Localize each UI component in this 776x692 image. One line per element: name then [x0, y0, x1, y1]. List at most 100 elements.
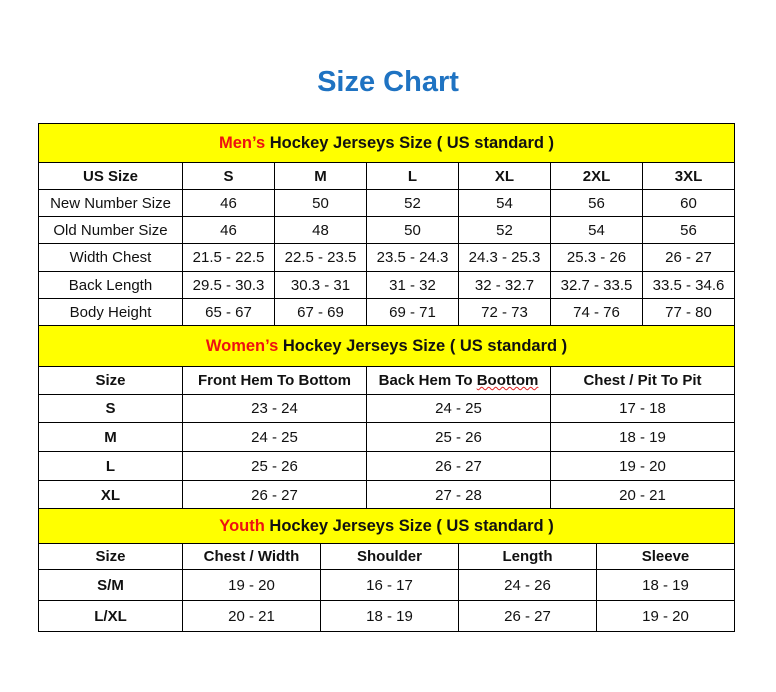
column-header: Length — [458, 543, 597, 570]
youth-size-table: Youth Hockey Jerseys Size ( US standard … — [37, 508, 736, 632]
womens-header-row: Size Front Hem To Bottom Back Hem To Boott… — [38, 366, 736, 395]
table-cell: 21.5 - 22.5 — [182, 243, 275, 272]
table-cell: 19 - 20 — [549, 451, 736, 481]
table-cell: 31 - 32 — [366, 271, 459, 299]
table-row: Old Number Size 46 48 50 52 54 56 — [38, 216, 736, 244]
table-cell: 25 - 26 — [182, 451, 367, 481]
table-cell: 46 — [182, 189, 275, 217]
table-cell: 24 - 25 — [182, 422, 367, 452]
table-row: S/M 19 - 20 16 - 17 24 - 26 18 - 19 — [38, 569, 736, 601]
section-highlight: Youth — [219, 516, 265, 535]
section-title-text: Hockey Jerseys Size ( US standard ) — [264, 516, 554, 535]
table-cell: 23.5 - 24.3 — [366, 243, 459, 272]
table-cell: 25 - 26 — [366, 422, 551, 452]
table-cell: 56 — [550, 189, 643, 217]
table-row: Back Length 29.5 - 30.3 30.3 - 31 31 - 32 32… — [38, 271, 736, 299]
table-cell: 50 — [274, 189, 367, 217]
table-row: L/XL 20 - 21 18 - 19 26 - 27 19 - 20 — [38, 600, 736, 632]
table-cell: 29.5 - 30.3 — [182, 271, 275, 299]
table-cell: 46 — [182, 216, 275, 244]
table-cell: 32 - 32.7 — [458, 271, 551, 299]
womens-section-title: Women’s Hockey Jerseys Size ( US standar… — [37, 325, 736, 367]
table-cell: 74 - 76 — [550, 298, 643, 327]
table-row: XL 26 - 27 27 - 28 20 - 21 — [38, 480, 736, 510]
mens-size-table: Men’s Hockey Jerseys Size ( US standard … — [37, 123, 736, 327]
row-label: L/XL — [38, 600, 183, 632]
table-cell: 33.5 - 34.6 — [641, 271, 736, 299]
table-cell: 54 — [550, 216, 643, 244]
youth-title-row: Youth Hockey Jerseys Size ( US standard … — [37, 508, 736, 544]
table-cell: 77 - 80 — [641, 298, 736, 327]
table-row: Width Chest 21.5 - 22.5 22.5 - 23.5 23.5 - … — [38, 243, 736, 272]
row-label: Old Number Size — [38, 216, 183, 244]
womens-title-row: Women’s Hockey Jerseys Size ( US standar… — [37, 325, 736, 367]
row-label: New Number Size — [38, 189, 183, 217]
youth-header-row: Size Chest / Width Shoulder Length Sleeve — [38, 543, 736, 570]
table-cell: 25.3 - 26 — [550, 243, 643, 272]
table-row: S 23 - 24 24 - 25 17 - 18 — [38, 394, 736, 423]
table-row: Body Height 65 - 67 67 - 69 69 - 71 72 - 73 7… — [38, 298, 736, 327]
table-cell: 23 - 24 — [182, 394, 367, 423]
row-label: S/M — [38, 569, 183, 601]
table-cell: 27 - 28 — [366, 480, 551, 510]
row-label: Body Height — [38, 298, 183, 327]
table-row: L 25 - 26 26 - 27 19 - 20 — [38, 451, 736, 481]
table-cell: 52 — [366, 189, 459, 217]
spellcheck-word: Boottom — [476, 372, 539, 389]
table-cell: 72 - 73 — [458, 298, 551, 327]
table-cell: 60 — [641, 189, 736, 217]
column-header: 3XL — [641, 162, 736, 190]
header-text: Back Hem To Boottom — [378, 372, 539, 389]
column-header: XL — [458, 162, 551, 190]
table-cell: 20 - 21 — [182, 600, 321, 632]
row-label: L — [38, 451, 183, 481]
table-row: M 24 - 25 25 - 26 18 - 19 — [38, 422, 736, 452]
row-label: M — [38, 422, 183, 452]
table-cell: 26 - 27 — [366, 451, 551, 481]
table-cell: 26 - 27 — [641, 243, 736, 272]
column-header: US Size — [38, 162, 183, 190]
table-cell: 18 - 19 — [549, 422, 736, 452]
youth-section-title: Youth Hockey Jerseys Size ( US standard … — [37, 508, 736, 544]
table-cell: 19 - 20 — [595, 600, 736, 632]
column-header: 2XL — [550, 162, 643, 190]
mens-section-title: Men’s Hockey Jerseys Size ( US standard … — [37, 123, 736, 163]
column-header: L — [366, 162, 459, 190]
table-cell: 52 — [458, 216, 551, 244]
row-label: S — [38, 394, 183, 423]
table-cell: 17 - 18 — [549, 394, 736, 423]
table-cell: 50 — [366, 216, 459, 244]
table-cell: 18 - 19 — [595, 569, 736, 601]
table-cell: 26 - 27 — [458, 600, 597, 632]
womens-size-table: Women’s Hockey Jerseys Size ( US standar… — [37, 325, 736, 510]
table-cell: 20 - 21 — [549, 480, 736, 510]
mens-title-row: Men’s Hockey Jerseys Size ( US standard … — [37, 123, 736, 163]
section-highlight: Men’s — [219, 133, 266, 152]
column-header: Chest / Width — [182, 543, 321, 570]
column-header: Back Hem To Boottom — [366, 366, 551, 395]
table-cell: 54 — [458, 189, 551, 217]
table-cell: 18 - 19 — [320, 600, 459, 632]
column-header: M — [274, 162, 367, 190]
page-title: Size Chart — [317, 66, 459, 98]
mens-header-row: US Size S M L XL 2XL 3XL — [38, 162, 736, 190]
row-label: Back Length — [38, 271, 183, 299]
table-cell: 69 - 71 — [366, 298, 459, 327]
column-header: Shoulder — [320, 543, 459, 570]
column-header: Front Hem To Bottom — [182, 366, 367, 395]
table-cell: 48 — [274, 216, 367, 244]
table-cell: 26 - 27 — [182, 480, 367, 510]
column-header: Size — [38, 543, 183, 570]
section-title-text: Hockey Jerseys Size ( US standard ) — [265, 133, 555, 152]
table-cell: 32.7 - 33.5 — [550, 271, 643, 299]
row-label: Width Chest — [38, 243, 183, 272]
column-header: Chest / Pit To Pit — [549, 366, 736, 395]
column-header: Sleeve — [595, 543, 736, 570]
section-title-text: Hockey Jerseys Size ( US standard ) — [278, 336, 568, 355]
table-cell: 22.5 - 23.5 — [274, 243, 367, 272]
table-cell: 67 - 69 — [274, 298, 367, 327]
table-row: New Number Size 46 50 52 54 56 60 — [38, 189, 736, 217]
table-cell: 24 - 26 — [458, 569, 597, 601]
table-cell: 16 - 17 — [320, 569, 459, 601]
table-cell: 19 - 20 — [182, 569, 321, 601]
